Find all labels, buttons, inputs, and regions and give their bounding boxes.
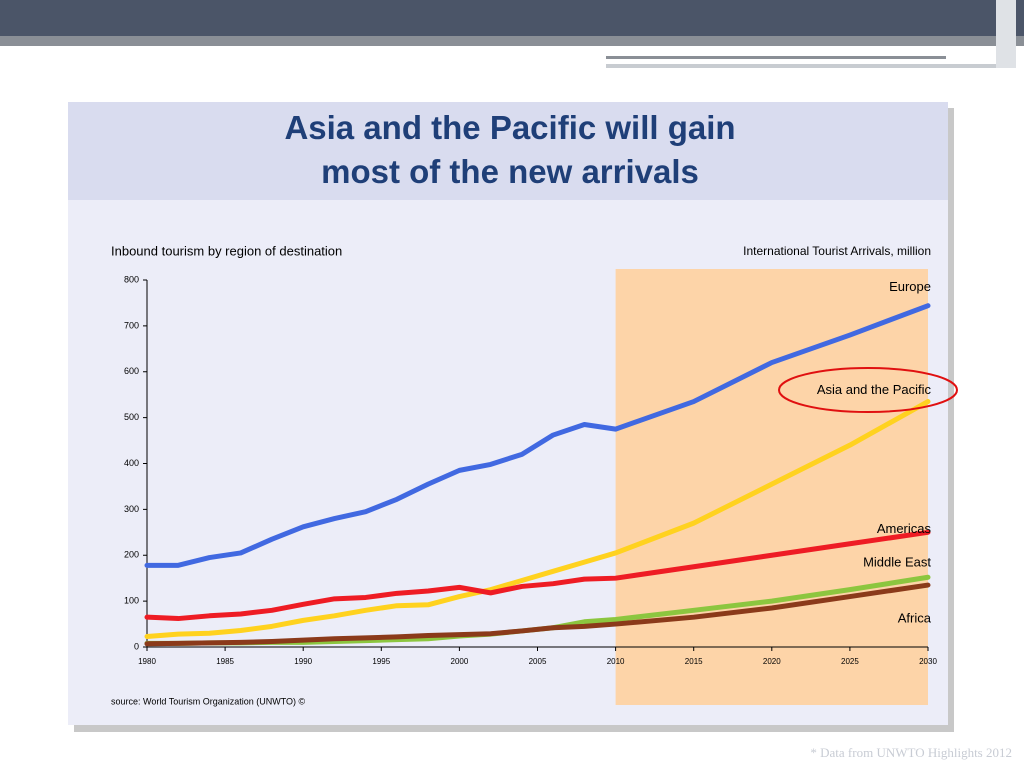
chart-subtitle: Inbound tourism by region of destination <box>111 243 342 258</box>
series-label: Americas <box>877 521 932 536</box>
deco-line <box>606 64 996 68</box>
x-tick-label: 2025 <box>841 657 859 666</box>
series-line <box>144 399 931 639</box>
deco-bars <box>996 0 1016 68</box>
x-tick-label: 1980 <box>138 657 156 666</box>
top-bar <box>0 0 1024 36</box>
deco-line <box>606 56 946 59</box>
x-tick-label: 2015 <box>685 657 703 666</box>
series-label: Asia and the Pacific <box>817 382 932 397</box>
projection-shade <box>615 269 928 705</box>
y-tick-label: 500 <box>124 412 139 422</box>
x-tick-label: 2000 <box>451 657 469 666</box>
y-tick-label: 300 <box>124 504 139 514</box>
x-tick-label: 2010 <box>607 657 625 666</box>
series-label: Middle East <box>863 555 931 570</box>
y-tick-label: 700 <box>124 320 139 330</box>
y-tick-label: 200 <box>124 550 139 560</box>
y-tick-label: 600 <box>124 366 139 376</box>
highlight-ellipse <box>778 367 958 413</box>
x-tick-label: 2030 <box>919 657 937 666</box>
x-tick-label: 2020 <box>763 657 781 666</box>
x-tick-label: 1995 <box>372 657 390 666</box>
y-axis-label: International Tourist Arrivals, million <box>743 244 931 258</box>
y-tick-label: 800 <box>124 274 139 284</box>
y-tick-label: 100 <box>124 596 139 606</box>
series-line <box>144 303 931 568</box>
series-line <box>144 582 931 647</box>
x-tick-label: 1990 <box>294 657 312 666</box>
footnote: * Data from UNWTO Highlights 2012 <box>810 745 1012 760</box>
y-tick-label: 400 <box>124 458 139 468</box>
source: source: World Tourism Organization (UNWT… <box>111 696 306 706</box>
title-box: Asia and the Pacific will gain most of t… <box>284 109 736 190</box>
series-line <box>144 529 931 622</box>
title-band <box>68 102 948 200</box>
top-stripe <box>0 36 1024 46</box>
slide-title: Asia and the Pacific will gain most of t… <box>284 109 736 190</box>
series-label: Africa <box>898 611 932 626</box>
series-label: Europe <box>889 279 931 294</box>
x-tick-label: 2005 <box>529 657 547 666</box>
x-tick-label: 1985 <box>216 657 234 666</box>
y-tick-label: 0 <box>134 641 139 651</box>
